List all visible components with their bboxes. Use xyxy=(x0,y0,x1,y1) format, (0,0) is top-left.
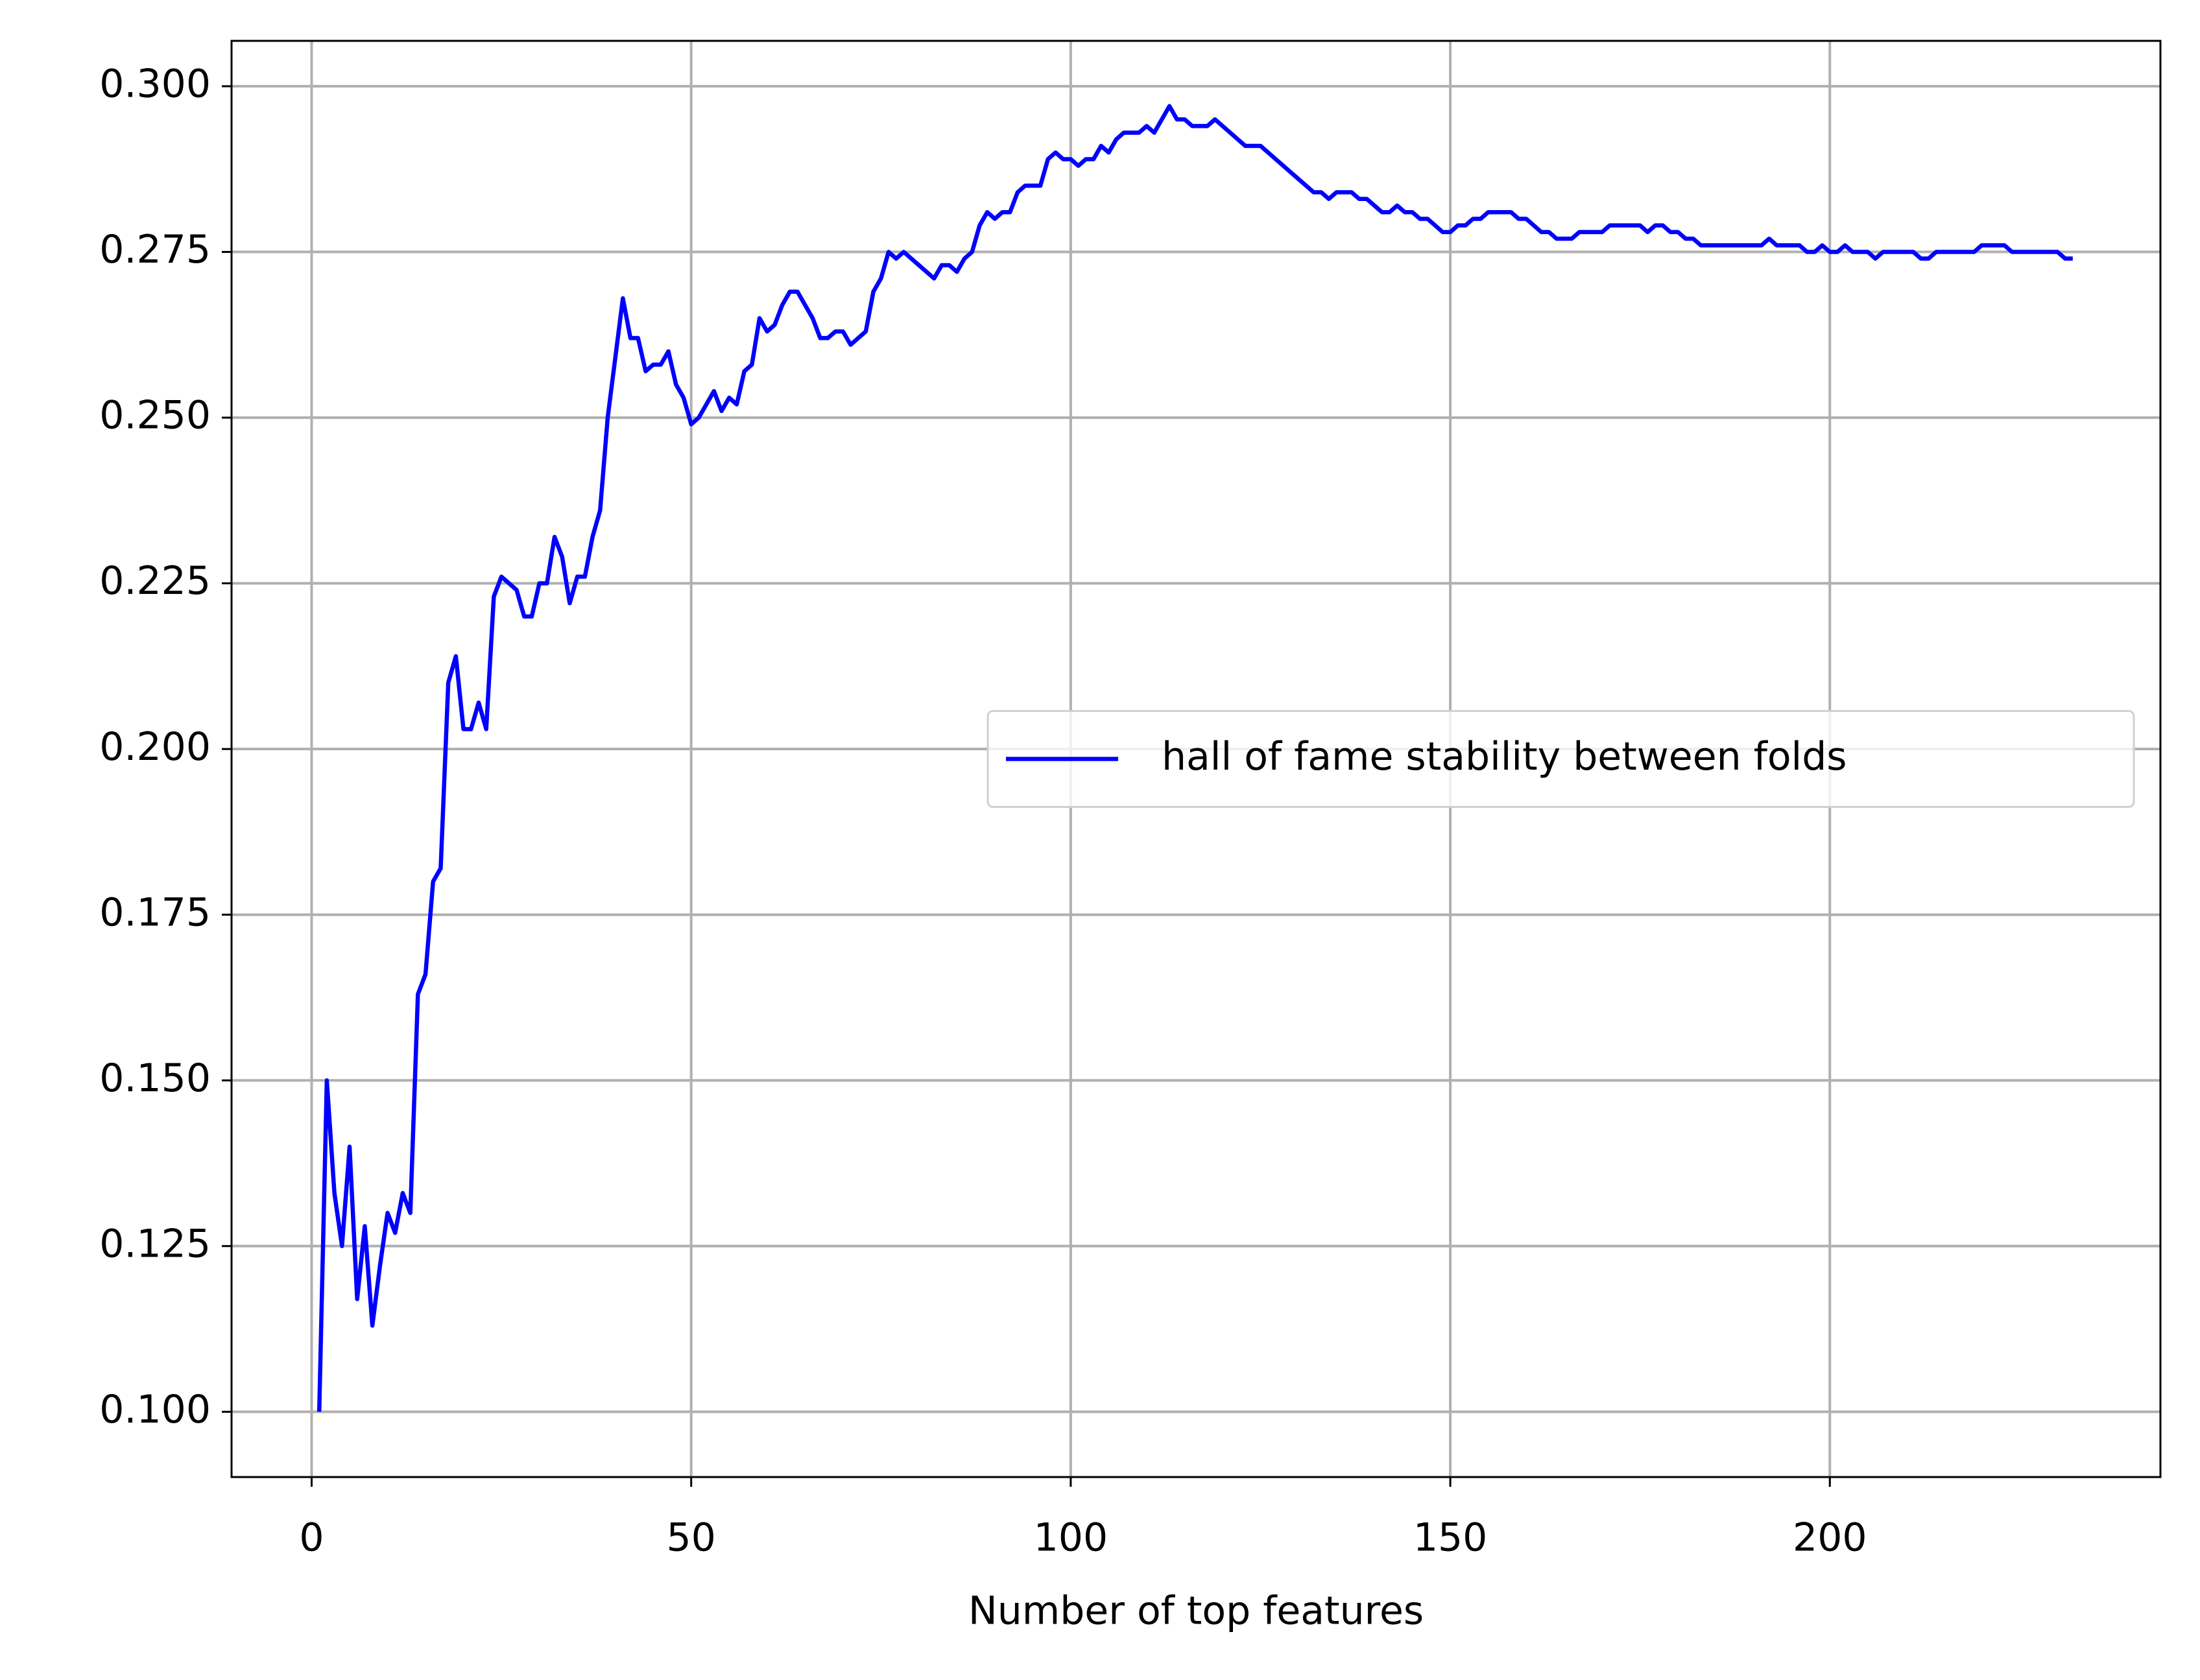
x-tick-label: 0 xyxy=(299,1515,324,1561)
x-tick-label: 100 xyxy=(1034,1515,1108,1561)
x-axis-label: Number of top features xyxy=(968,1589,1424,1634)
series-line xyxy=(317,104,2073,1412)
x-tick-label: 150 xyxy=(1413,1515,1488,1561)
y-tick-label: 0.125 xyxy=(99,1221,211,1266)
plot-frame xyxy=(230,40,2162,1478)
y-tick-label: 0.300 xyxy=(99,62,211,107)
y-tick-label: 0.150 xyxy=(99,1056,211,1101)
x-tick-label: 50 xyxy=(667,1515,716,1561)
y-tick-label: 0.275 xyxy=(99,227,211,272)
y-tick-label: 0.225 xyxy=(99,558,211,604)
y-tick-label: 0.200 xyxy=(99,724,211,770)
y-tick-label: 0.250 xyxy=(99,393,211,438)
legend-label: hall of fame stability between folds xyxy=(1162,734,1847,779)
y-tick-label: 0.175 xyxy=(99,890,211,935)
y-tick-label: 0.100 xyxy=(99,1387,211,1432)
x-tick-label: 200 xyxy=(1793,1515,1867,1561)
legend-box xyxy=(986,710,2135,808)
